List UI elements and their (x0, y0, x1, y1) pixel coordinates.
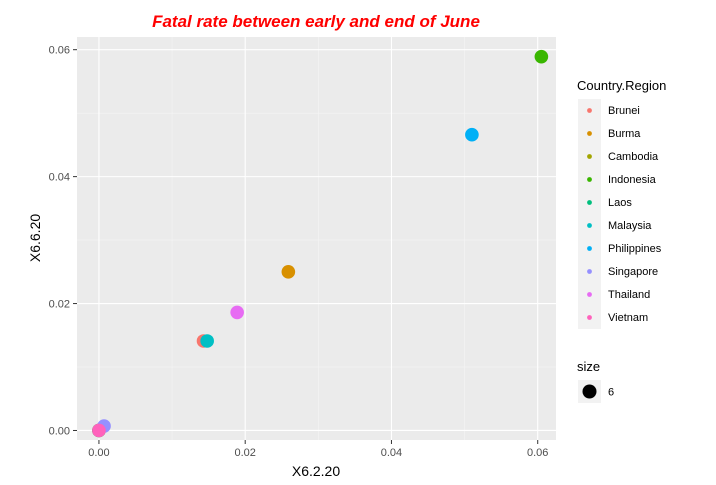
axes: 0.00 0.02 0.04 0.06 0.00 0.02 0.04 0.06 (49, 45, 549, 459)
x-tick-label: 0.04 (381, 447, 402, 459)
legend-label-singapore: Singapore (608, 266, 658, 278)
size-legend-title: size (577, 359, 600, 374)
size-legend-label: 6 (608, 387, 614, 399)
legend-label-thailand: Thailand (608, 289, 650, 301)
data-point-philippines[interactable] (465, 127, 479, 142)
legend-key-cambodia (587, 154, 592, 159)
legend-label-laos: Laos (608, 197, 632, 209)
size-legend: size 6 (577, 359, 614, 403)
y-tick-label: 0.02 (49, 299, 70, 311)
legend-key-malaysia (587, 223, 592, 228)
legend-label-vietnam: Vietnam (608, 312, 648, 324)
legend-key-laos (587, 200, 592, 205)
size-legend-key (582, 384, 597, 399)
y-axis-title: X6.6.20 (27, 214, 43, 262)
data-point-malaysia[interactable] (200, 334, 214, 348)
legend-key-thailand (587, 292, 592, 297)
legend-label-burma: Burma (608, 128, 641, 140)
legend-label-philippines: Philippines (608, 243, 662, 255)
y-tick-label: 0.04 (49, 172, 70, 184)
panel-background (77, 37, 556, 440)
legend-label-brunei: Brunei (608, 105, 640, 117)
legend-key-vietnam (587, 315, 592, 320)
x-tick-label: 0.06 (527, 447, 548, 459)
x-tick-label: 0.00 (88, 447, 109, 459)
data-point-indonesia[interactable] (534, 49, 549, 64)
legend-label-indonesia: Indonesia (608, 174, 657, 186)
legend-key-burma (587, 131, 592, 136)
data-point-thailand[interactable] (230, 305, 244, 320)
x-axis-title: X6.2.20 (292, 463, 340, 479)
y-tick-label: 0.06 (49, 45, 70, 57)
legend-key-indonesia (587, 177, 592, 182)
legend-key-brunei (587, 108, 592, 113)
legend-key-philippines (587, 246, 592, 251)
data-points (92, 49, 549, 438)
legend-label-malaysia: Malaysia (608, 220, 652, 232)
legend-key-singapore (587, 269, 592, 274)
data-point-vietnam[interactable] (92, 423, 106, 438)
legend-label-cambodia: Cambodia (608, 151, 659, 163)
legend-title: Country.Region (577, 78, 666, 93)
data-point-burma[interactable] (281, 265, 296, 279)
x-tick-label: 0.02 (234, 447, 255, 459)
color-legend: Country.Region Brunei Burma Cambodia Indones… (577, 78, 666, 329)
chart-title: Fatal rate between early and end of June (152, 12, 480, 31)
y-tick-label: 0.00 (49, 425, 70, 437)
plot-panel (77, 37, 556, 440)
